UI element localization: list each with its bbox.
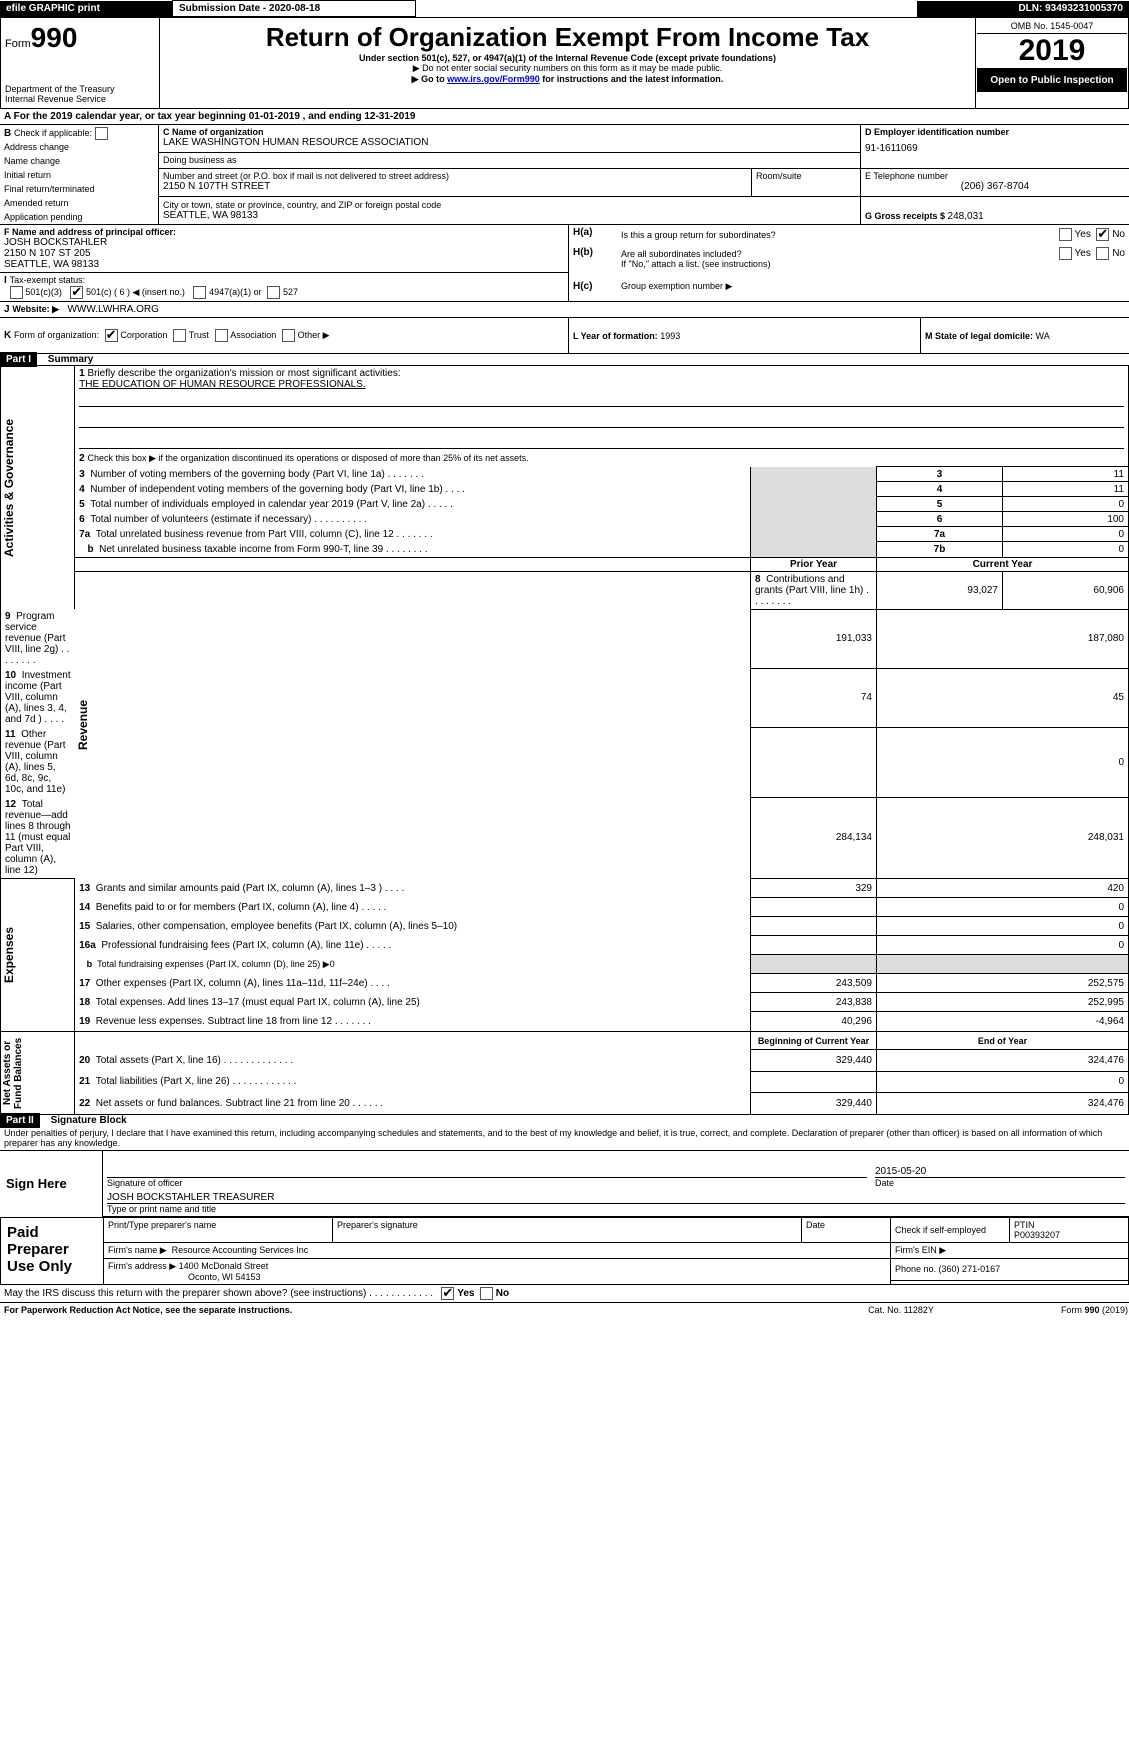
firm-ein: Firm's EIN ▶ bbox=[891, 1243, 1129, 1259]
section-c-street: Number and street (or P.O. box if mail i… bbox=[159, 169, 752, 197]
discuss-line: May the IRS discuss this return with the… bbox=[0, 1285, 1129, 1303]
section-c-name: C Name of organization LAKE WASHINGTON H… bbox=[159, 125, 861, 152]
side-netassets: Net Assets or Fund Balances bbox=[1, 1032, 75, 1115]
form-header: Form990 Department of the Treasury Inter… bbox=[0, 17, 1129, 109]
paid-preparer-block: Paid Preparer Use Only Print/Type prepar… bbox=[0, 1217, 1129, 1285]
k-assoc-checkbox[interactable] bbox=[215, 329, 228, 342]
firm-name: Firm's name ▶ Resource Accounting Servic… bbox=[104, 1243, 891, 1259]
section-f: F Name and address of principal officer:… bbox=[0, 225, 569, 273]
table-row: 21 Total liabilities (Part X, line 26) .… bbox=[1, 1071, 1129, 1092]
side-governance: Activities & Governance bbox=[1, 366, 75, 610]
sign-here: Sign Here bbox=[0, 1151, 103, 1217]
perjury-text: Under penalties of perjury, I declare th… bbox=[0, 1126, 1129, 1151]
hb-yes-checkbox[interactable] bbox=[1059, 247, 1072, 260]
section-c-dba: Doing business as bbox=[159, 152, 861, 168]
section-i: I Tax-exempt status: 501(c)(3) 501(c) ( … bbox=[0, 273, 569, 302]
table-row: b Net unrelated business taxable income … bbox=[1, 542, 1129, 558]
table-row: 20 Total assets (Part X, line 16) . . . … bbox=[1, 1050, 1129, 1071]
k-trust-checkbox[interactable] bbox=[173, 329, 186, 342]
top-bar: efile GRAPHIC print Submission Date - 20… bbox=[0, 0, 1129, 17]
irs-label: Internal Revenue Service bbox=[5, 94, 155, 104]
firm-addr: Firm's address ▶ 1400 McDonald Street Oc… bbox=[104, 1259, 891, 1285]
section-k: K Form of organization: Corporation Trus… bbox=[0, 318, 569, 354]
h-a: Is this a group return for subordinates? bbox=[617, 225, 1001, 245]
side-revenue: Revenue bbox=[75, 571, 751, 879]
i-4947-checkbox[interactable] bbox=[193, 286, 206, 299]
hdr-boy: Beginning of Current Year bbox=[751, 1032, 877, 1050]
self-employed: Check if self-employed bbox=[891, 1218, 1010, 1243]
dln: DLN: 93493231005370 bbox=[917, 1, 1129, 17]
i-527-checkbox[interactable] bbox=[267, 286, 280, 299]
ha-yes-checkbox[interactable] bbox=[1059, 228, 1072, 241]
hdr-eoy: End of Year bbox=[877, 1032, 1129, 1050]
table-row: 19 Revenue less expenses. Subtract line … bbox=[1, 1012, 1129, 1032]
prep-name: Print/Type preparer's name bbox=[104, 1218, 333, 1243]
table-row: 16a Professional fundraising fees (Part … bbox=[1, 936, 1129, 955]
part1-header: Part I Summary bbox=[0, 354, 1129, 365]
form-note2: ▶ Go to www.irs.gov/Form990 for instruct… bbox=[164, 74, 971, 85]
section-c-room: Room/suite bbox=[752, 169, 861, 197]
section-e: E Telephone number (206) 367-8704 bbox=[861, 169, 1129, 197]
prep-sig: Preparer's signature bbox=[333, 1218, 802, 1243]
table-row: 5 Total number of individuals employed i… bbox=[1, 497, 1129, 512]
klm-block: K Form of organization: Corporation Trus… bbox=[0, 318, 1129, 354]
line-a: A For the 2019 calendar year, or tax yea… bbox=[0, 109, 1129, 125]
part1-table: Activities & Governance 1 Briefly descri… bbox=[0, 365, 1129, 1115]
hb-no-checkbox[interactable] bbox=[1096, 247, 1109, 260]
table-row: 17 Other expenses (Part IX, column (A), … bbox=[1, 974, 1129, 993]
check-applicable[interactable] bbox=[95, 127, 108, 140]
table-row: 6 Total number of volunteers (estimate i… bbox=[1, 512, 1129, 527]
section-d: D Employer identification number 91-1611… bbox=[861, 125, 1129, 169]
form-title: Return of Organization Exempt From Incom… bbox=[164, 22, 971, 53]
efile-label: efile GRAPHIC print bbox=[0, 1, 173, 17]
tax-year: 2019 bbox=[977, 34, 1127, 69]
table-row: 7a Total unrelated business revenue from… bbox=[1, 527, 1129, 542]
i-501c-checkbox[interactable] bbox=[70, 286, 83, 299]
omb: OMB No. 1545-0047 bbox=[977, 19, 1127, 34]
line2: 2 Check this box ▶ if the organization d… bbox=[75, 451, 1129, 467]
form-note1: ▶ Do not enter social security numbers o… bbox=[164, 63, 971, 74]
table-row: 22 Net assets or fund balances. Subtract… bbox=[1, 1093, 1129, 1115]
hdr-curr: Current Year bbox=[877, 557, 1129, 571]
table-row: 18 Total expenses. Add lines 13–17 (must… bbox=[1, 993, 1129, 1012]
page-footer: For Paperwork Reduction Act Notice, see … bbox=[0, 1303, 1129, 1317]
ptin: PTIN P00393207 bbox=[1010, 1218, 1129, 1243]
signature-block: Sign Here Signature of officer 2015-05-2… bbox=[0, 1151, 1129, 1217]
form-subtitle: Under section 501(c), 527, or 4947(a)(1)… bbox=[164, 53, 971, 63]
h-c: Group exemption number ▶ bbox=[617, 273, 1129, 302]
submission-date: Submission Date - 2020-08-18 bbox=[173, 1, 416, 17]
table-row: 4 Number of independent voting members o… bbox=[1, 482, 1129, 497]
irs-link[interactable]: www.irs.gov/Form990 bbox=[447, 74, 540, 84]
hdr-prior: Prior Year bbox=[751, 557, 877, 571]
firm-phone: Phone no. (360) 271-0167 bbox=[891, 1259, 1129, 1281]
section-g: G Gross receipts $ 248,031 bbox=[861, 197, 1129, 225]
id-block: B Check if applicable: Address change Na… bbox=[0, 125, 1129, 225]
line1: 1 Briefly describe the organization's mi… bbox=[75, 366, 1129, 452]
k-corp-checkbox[interactable] bbox=[105, 329, 118, 342]
table-row: b Total fundraising expenses (Part IX, c… bbox=[1, 955, 1129, 974]
form-number: Form990 bbox=[5, 22, 155, 54]
fh-block: F Name and address of principal officer:… bbox=[0, 225, 1129, 302]
discuss-yes-checkbox[interactable] bbox=[441, 1287, 454, 1300]
table-row: 14 Benefits paid to or for members (Part… bbox=[1, 898, 1129, 917]
section-l: L Year of formation: 1993 bbox=[569, 318, 921, 354]
h-b: Are all subordinates included? If "No," … bbox=[617, 245, 1001, 273]
section-j: J Website: ▶ WWW.LWHRA.ORG bbox=[0, 302, 1129, 318]
prep-date: Date bbox=[802, 1218, 891, 1243]
side-expenses: Expenses bbox=[1, 879, 75, 1032]
dept-label: Department of the Treasury bbox=[5, 84, 155, 94]
i-501c3-checkbox[interactable] bbox=[10, 286, 23, 299]
section-b: B Check if applicable: Address change Na… bbox=[0, 125, 159, 225]
paid-preparer-label: Paid Preparer Use Only bbox=[1, 1218, 104, 1285]
table-row: 15 Salaries, other compensation, employe… bbox=[1, 917, 1129, 936]
section-c-city: City or town, state or province, country… bbox=[159, 197, 861, 225]
section-m: M State of legal domicile: WA bbox=[921, 318, 1129, 354]
part2-header: Part II Signature Block bbox=[0, 1115, 1129, 1126]
ha-no-checkbox[interactable] bbox=[1096, 228, 1109, 241]
discuss-no-checkbox[interactable] bbox=[480, 1287, 493, 1300]
open-inspection: Open to Public Inspection bbox=[977, 69, 1127, 92]
table-row: 3 Number of voting members of the govern… bbox=[1, 467, 1129, 482]
k-other-checkbox[interactable] bbox=[282, 329, 295, 342]
